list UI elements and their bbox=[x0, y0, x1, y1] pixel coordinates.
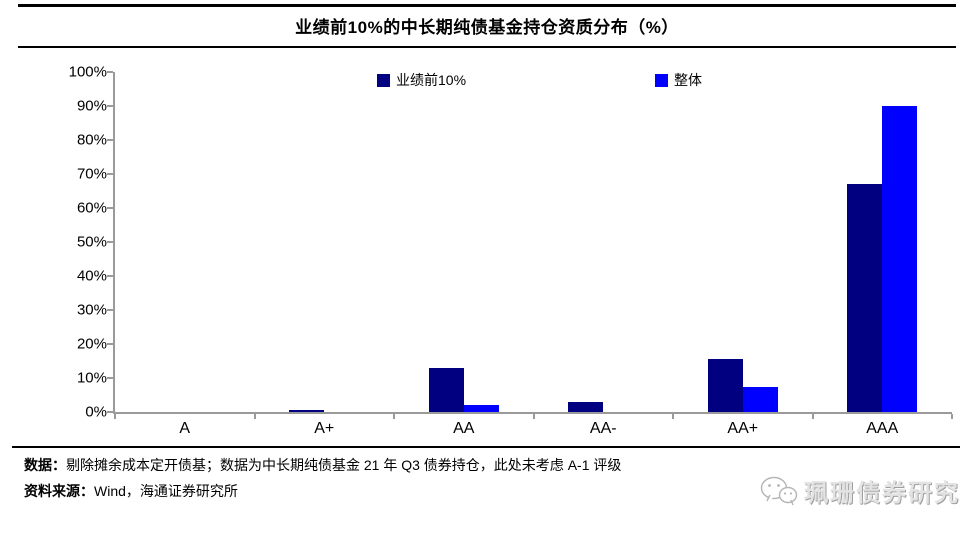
x-tick bbox=[253, 414, 256, 419]
legend-item-top10: 业绩前10% bbox=[377, 70, 466, 90]
x-category-label: AAA bbox=[866, 420, 899, 437]
y-tick bbox=[107, 241, 113, 243]
y-tick bbox=[107, 71, 113, 73]
x-tick bbox=[672, 414, 674, 419]
y-tick-label: 100% bbox=[68, 63, 107, 81]
bar-业绩前10%-AA+ bbox=[707, 359, 743, 412]
y-tick-label: 70% bbox=[76, 165, 107, 183]
footnote-data: 数据：剔除摊余成本定开债基；数据为中长期纯债基金 21 年 Q3 债券持仓，此处… bbox=[24, 455, 621, 475]
x-tick bbox=[393, 414, 395, 419]
legend-item-overall: 整体 bbox=[655, 70, 702, 90]
y-tick bbox=[107, 173, 113, 175]
y-tick-label: 30% bbox=[76, 301, 107, 319]
footnote-data-label: 数据： bbox=[24, 457, 66, 473]
bar-业绩前10%-AA bbox=[428, 367, 464, 412]
y-tick bbox=[107, 343, 113, 345]
y-tick-label: 40% bbox=[76, 267, 107, 285]
bar-业绩前10%-AA- bbox=[568, 401, 604, 412]
y-tick bbox=[107, 275, 113, 277]
x-category-label: AA- bbox=[589, 420, 617, 437]
legend-label-top10: 业绩前10% bbox=[396, 72, 467, 88]
y-tick bbox=[107, 377, 113, 379]
bar-整体-AA bbox=[463, 405, 499, 412]
x-category-label: A bbox=[179, 420, 191, 437]
y-tick-label: 0% bbox=[85, 403, 107, 421]
watermark: 珮珊债券研究 bbox=[760, 473, 960, 508]
y-tick bbox=[107, 411, 113, 413]
legend-swatch-overall bbox=[655, 73, 668, 87]
y-tick bbox=[107, 309, 113, 311]
y-tick bbox=[107, 105, 113, 107]
top-divider bbox=[18, 4, 956, 7]
legend-label-overall: 整体 bbox=[674, 72, 702, 88]
x-tick bbox=[114, 414, 116, 419]
bar-整体-AA+ bbox=[742, 386, 778, 412]
x-tick bbox=[532, 414, 535, 419]
x-category-label: A+ bbox=[314, 420, 335, 437]
y-tick-label: 50% bbox=[76, 233, 107, 251]
bar-业绩前10%-A+ bbox=[289, 409, 325, 412]
y-tick-label: 60% bbox=[76, 199, 107, 217]
bar-业绩前10%-AAA bbox=[847, 184, 883, 412]
footnote-source-text: Wind，海通证券研究所 bbox=[94, 483, 238, 499]
title-divider bbox=[18, 46, 956, 48]
wechat-icon bbox=[760, 476, 798, 505]
bar-整体-AAA bbox=[882, 106, 918, 412]
y-tick-label: 10% bbox=[76, 369, 107, 387]
x-category-label: AA+ bbox=[727, 420, 759, 437]
x-tick bbox=[951, 414, 953, 419]
plot-area: 0% 10% 20% 30% 40% 50% 60% 70% 80% 90% 100% A A+ AA A… bbox=[69, 64, 953, 437]
y-tick bbox=[107, 207, 113, 209]
footnote-source-label: 资料来源： bbox=[24, 483, 94, 499]
y-tick-label: 80% bbox=[76, 131, 107, 149]
footnote-data-text: 剔除摊余成本定开债基；数据为中长期纯债基金 21 年 Q3 债券持仓，此处未考虑… bbox=[66, 457, 622, 473]
x-category-label: AA bbox=[453, 420, 475, 437]
y-tick-label: 20% bbox=[76, 335, 107, 353]
footnote-source: 资料来源：Wind，海通证券研究所 bbox=[24, 481, 238, 501]
chart-title: 业绩前10%的中长期纯债基金持仓资质分布（%） bbox=[295, 18, 679, 37]
footer-divider bbox=[12, 446, 960, 448]
watermark-text: 珮珊债券研究 bbox=[804, 480, 960, 507]
legend-swatch-top10 bbox=[377, 73, 390, 87]
y-tick bbox=[107, 139, 113, 141]
y-tick-label: 90% bbox=[76, 97, 107, 115]
x-tick bbox=[811, 414, 814, 419]
